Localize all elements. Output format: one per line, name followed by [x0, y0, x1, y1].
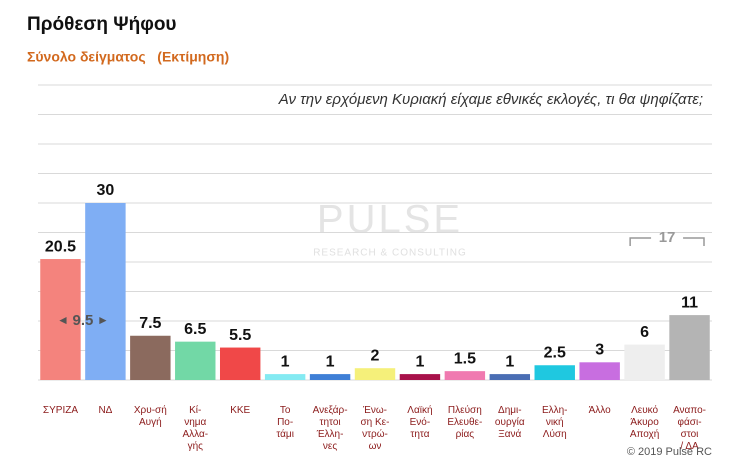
bar: [219, 347, 261, 380]
x-tick-label-line: Ένω-: [362, 405, 387, 416]
x-tick-label-line: ων: [369, 441, 382, 452]
x-tick-label: Πλεύση Ελευθε-ρίας: [447, 404, 482, 440]
x-tick-label-line: νες: [323, 441, 337, 452]
x-tick-label-line: γής: [188, 440, 204, 452]
x-tick-label-line: ση Κε-: [361, 417, 390, 428]
value-label: 1: [326, 353, 335, 370]
x-tick-label-line: Ξανά: [498, 428, 521, 440]
x-tick-label: Δημι-ουργία Ξανά: [495, 405, 525, 440]
x-tick-label-line: Έλλη-: [316, 429, 344, 440]
x-tick-label: Χρυ-σή Αυγή: [134, 404, 167, 428]
x-tick-label-line: Ελευθε-: [447, 417, 482, 428]
bar: [130, 335, 171, 380]
annotation-arrow: ◄: [57, 313, 69, 327]
x-tick-label-line: Λύση: [543, 428, 567, 440]
value-label: 20.5: [45, 238, 76, 255]
bar: [579, 362, 620, 380]
bar: [489, 374, 531, 380]
x-tick-label-line: Χρυ-σή: [134, 404, 167, 416]
bar: [669, 315, 710, 380]
x-tick-label: Άλλο: [589, 405, 612, 416]
x-tick-label-line: Ανεξάρ-: [313, 404, 348, 416]
bar: [309, 374, 351, 380]
bar: [85, 203, 126, 380]
bar: [175, 341, 216, 380]
x-tick-label: Ένω-ση Κε-ντρώ-ων: [361, 405, 390, 452]
x-tick-label-line: Λευκό: [631, 404, 658, 416]
bar: [534, 365, 575, 380]
value-label: 30: [97, 182, 115, 199]
value-label: 1: [415, 353, 424, 370]
value-label: 6.5: [184, 321, 206, 338]
annotation: 9.5: [73, 312, 94, 329]
x-tick-label-line: Αναπο-: [673, 405, 706, 416]
x-tick-label-line: Ελλη-: [542, 405, 568, 416]
value-label: 2.5: [544, 344, 566, 361]
value-label: 1: [505, 353, 514, 370]
chart-subtitle: Σύνολο δείγματος (Εκτίμηση): [27, 49, 229, 65]
value-label: 11: [681, 294, 698, 311]
annotation: 17: [659, 229, 676, 246]
x-tick-label: Το Πο-τάμι: [276, 405, 294, 440]
x-tick-label-line: τητα: [410, 429, 429, 440]
x-tick-label-line: νική: [546, 416, 564, 428]
bar: [354, 368, 396, 380]
value-label: 3: [595, 342, 604, 359]
question: Αν την ερχόμενη Κυριακή είχαμε εθνικές ε…: [278, 91, 703, 108]
x-tick-label: Αναπο-φάσι-στοι / ΔΑ: [673, 405, 706, 452]
x-tick-label-line: ΣΥΡΙΖΑ: [43, 405, 78, 416]
bar: [399, 374, 441, 380]
x-tick-label-line: Αυγή: [139, 416, 162, 428]
value-label: 1.5: [454, 350, 476, 367]
x-tick-label-line: / ΔΑ: [680, 441, 699, 452]
x-tick-label: ΣΥΡΙΖΑ: [43, 405, 78, 416]
bar: [264, 374, 306, 380]
value-label: 2: [371, 347, 380, 364]
x-tick-label-line: Ενό-: [410, 416, 431, 428]
x-tick-label-line: ντρώ-: [362, 428, 388, 440]
x-tick-label-line: Κί-: [189, 404, 201, 416]
x-tick-label-line: ρίας: [456, 428, 475, 440]
x-tick-label-line: Αποχή: [630, 428, 660, 440]
value-label: 5.5: [229, 327, 251, 344]
copyright: © 2019 Pulse RC: [627, 446, 712, 458]
value-label: 6: [640, 324, 649, 341]
x-tick-label-line: Πλεύση: [448, 404, 482, 416]
x-tick-label: Λευκό Άκυρο Αποχή: [630, 404, 660, 440]
x-tick-label-line: φάσι-: [678, 416, 702, 428]
watermark: PULSE: [317, 198, 463, 242]
value-label: 1: [281, 353, 290, 370]
bar: [40, 259, 81, 380]
x-tick-label-line: Δημι-: [498, 405, 522, 416]
x-tick-label-line: ΚΚΕ: [230, 405, 250, 416]
x-tick-label-line: ουργία: [495, 416, 525, 428]
x-tick-label: ΚΚΕ: [230, 405, 250, 416]
x-tick-label: Κί-νημα Αλλα-γής: [182, 404, 208, 452]
x-tick-label-line: τητοι: [320, 417, 341, 428]
bar: [624, 344, 665, 380]
annotation-bracket: [629, 237, 705, 246]
x-tick-label-line: Άκυρο: [630, 417, 659, 428]
x-tick-label: Ανεξάρ-τητοι Έλλη-νες: [313, 404, 348, 452]
x-tick-label: ΝΔ: [98, 405, 112, 416]
x-tick-label-line: Λαϊκή: [407, 404, 432, 416]
x-tick-label: Ελλη-νική Λύση: [542, 405, 568, 440]
x-tick-label-line: Αλλα-: [182, 429, 208, 440]
chart-title: Πρόθεση Ψήφου: [27, 14, 177, 35]
annotation-arrow: ►: [97, 313, 109, 327]
x-tick-label-line: τάμι: [276, 428, 294, 440]
x-tick-label: Λαϊκή Ενό-τητα: [407, 404, 432, 440]
question-bg: [200, 90, 710, 110]
x-tick-label-line: Άλλο: [589, 405, 612, 416]
watermark: RESEARCH & CONSULTING: [313, 248, 467, 259]
x-tick-label-line: ΝΔ: [98, 405, 112, 416]
x-tick-label-line: στοι: [681, 429, 699, 440]
bar: [444, 371, 486, 380]
value-label: 7.5: [139, 315, 161, 332]
x-tick-label-line: Πο-: [277, 417, 293, 428]
x-tick-label-line: νημα: [184, 417, 206, 428]
x-tick-label-line: Το: [280, 405, 291, 416]
